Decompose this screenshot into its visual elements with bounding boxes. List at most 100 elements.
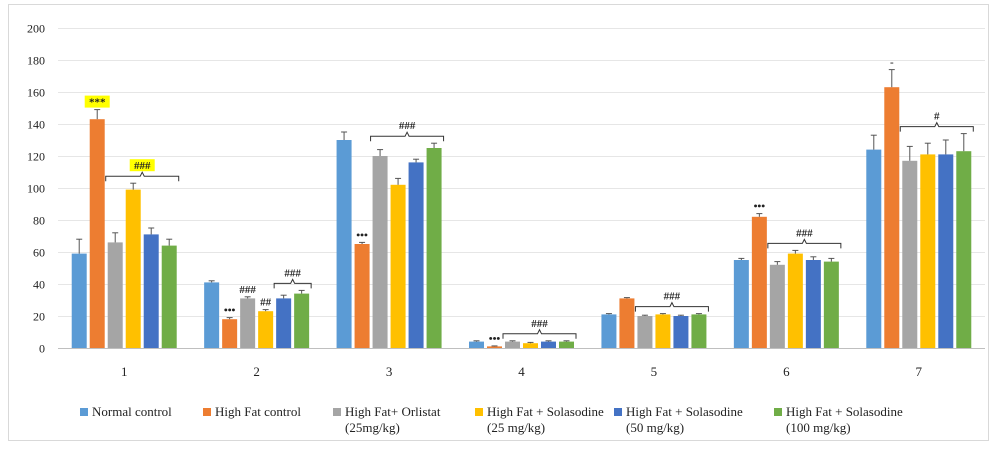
significance-label: ### bbox=[239, 284, 256, 296]
annotations: ***###•••########•••###•••######•••###-# bbox=[84, 57, 974, 345]
significance-bracket bbox=[767, 238, 842, 249]
annotation-highlight bbox=[129, 159, 155, 172]
gridlines bbox=[58, 28, 985, 317]
bar bbox=[559, 341, 574, 348]
significance-label: ### bbox=[284, 267, 301, 279]
bar bbox=[505, 341, 520, 348]
legend-label: High Fat + Solasodine (100 mg/kg) bbox=[786, 404, 903, 435]
significance-label: # bbox=[934, 111, 940, 123]
significance-bracket bbox=[105, 171, 180, 182]
bar bbox=[390, 184, 406, 348]
legend-item: Normal control bbox=[80, 404, 172, 420]
significance-bracket bbox=[899, 121, 974, 132]
legend-swatch bbox=[333, 408, 341, 416]
significance-label: ••• bbox=[224, 305, 236, 317]
legend-item: High Fat + Solasodine (25 mg/kg) bbox=[475, 404, 604, 436]
bar bbox=[541, 341, 556, 348]
significance-label: ## bbox=[260, 297, 272, 309]
y-tick-label: 60 bbox=[33, 246, 45, 260]
bar bbox=[769, 264, 785, 348]
bar bbox=[336, 140, 352, 348]
bar bbox=[619, 298, 635, 348]
bar bbox=[408, 162, 424, 348]
bar bbox=[884, 87, 900, 348]
legend: Normal control High Fat control High Fat+ … bbox=[0, 398, 997, 444]
y-tick-label: 40 bbox=[33, 278, 45, 292]
bar bbox=[71, 253, 87, 348]
significance-bracket bbox=[370, 131, 445, 142]
bar bbox=[866, 149, 882, 348]
bar bbox=[805, 260, 821, 348]
legend-swatch bbox=[203, 408, 211, 416]
significance-bracket bbox=[502, 328, 577, 339]
legend-label: High Fat control bbox=[215, 404, 301, 419]
y-tick-label: 180 bbox=[27, 54, 45, 68]
bar bbox=[751, 216, 767, 348]
y-tick-label: 0 bbox=[39, 342, 45, 356]
legend-item: High Fat + Solasodine (100 mg/kg) bbox=[774, 404, 903, 436]
significance-label: ••• bbox=[754, 201, 766, 213]
significance-label: ### bbox=[134, 160, 151, 172]
significance-label: ### bbox=[796, 227, 813, 239]
legend-label: Normal control bbox=[92, 404, 172, 419]
bar bbox=[161, 245, 177, 348]
bar bbox=[426, 148, 442, 348]
x-tick-label: 3 bbox=[386, 364, 393, 379]
y-tick-label: 100 bbox=[27, 182, 45, 196]
legend-label: High Fat + Solasodine (50 mg/kg) bbox=[626, 404, 743, 435]
x-axis: 1 2 3 4 5 6 7 bbox=[58, 348, 985, 379]
legend-swatch bbox=[614, 408, 622, 416]
bar bbox=[956, 151, 972, 348]
bar bbox=[523, 343, 538, 348]
bar bbox=[276, 298, 292, 348]
x-tick-label: 5 bbox=[651, 364, 658, 379]
significance-label: ### bbox=[531, 318, 548, 330]
legend-swatch bbox=[80, 408, 88, 416]
y-tick-label: 140 bbox=[27, 118, 45, 132]
bar bbox=[823, 261, 839, 348]
bar bbox=[125, 189, 141, 348]
significance-label: ### bbox=[399, 120, 416, 132]
legend-label: High Fat+ Orlistat (25mg/kg) bbox=[345, 404, 441, 435]
bar bbox=[655, 314, 671, 348]
bars bbox=[71, 87, 972, 348]
x-tick-label: 7 bbox=[916, 364, 923, 379]
bar bbox=[787, 253, 803, 348]
y-tick-label: 20 bbox=[33, 310, 45, 324]
bar bbox=[691, 314, 707, 348]
bar bbox=[222, 319, 238, 348]
bar bbox=[143, 234, 159, 348]
y-tick-label: 120 bbox=[27, 150, 45, 164]
legend-swatch bbox=[475, 408, 483, 416]
significance-bracket bbox=[273, 278, 312, 289]
x-tick-label: 2 bbox=[253, 364, 260, 379]
y-tick-label: 160 bbox=[27, 86, 45, 100]
significance-label: ### bbox=[664, 291, 681, 303]
bar bbox=[372, 156, 388, 348]
bar bbox=[354, 244, 370, 348]
bar bbox=[89, 119, 105, 348]
bar bbox=[920, 154, 936, 348]
x-tick-label: 1 bbox=[121, 364, 128, 379]
legend-label: High Fat + Solasodine (25 mg/kg) bbox=[487, 404, 604, 435]
bar bbox=[601, 314, 617, 348]
legend-item: High Fat+ Orlistat (25mg/kg) bbox=[333, 404, 441, 436]
legend-item: High Fat + Solasodine (50 mg/kg) bbox=[614, 404, 743, 436]
error-bars bbox=[76, 69, 967, 347]
significance-label: ••• bbox=[489, 333, 501, 345]
bar bbox=[902, 160, 918, 348]
y-axis: 0 20 40 60 80 100 120 140 160 180 200 bbox=[27, 22, 45, 356]
bar bbox=[294, 293, 310, 348]
bar bbox=[204, 282, 220, 348]
bar bbox=[938, 154, 954, 348]
bar bbox=[487, 346, 502, 348]
bar bbox=[240, 298, 256, 348]
bar bbox=[673, 316, 689, 348]
annotation-highlight bbox=[84, 95, 110, 108]
legend-swatch bbox=[774, 408, 782, 416]
x-tick-label: 6 bbox=[783, 364, 790, 379]
legend-item: High Fat control bbox=[203, 404, 301, 420]
bar bbox=[469, 341, 484, 348]
bar bbox=[107, 242, 123, 348]
